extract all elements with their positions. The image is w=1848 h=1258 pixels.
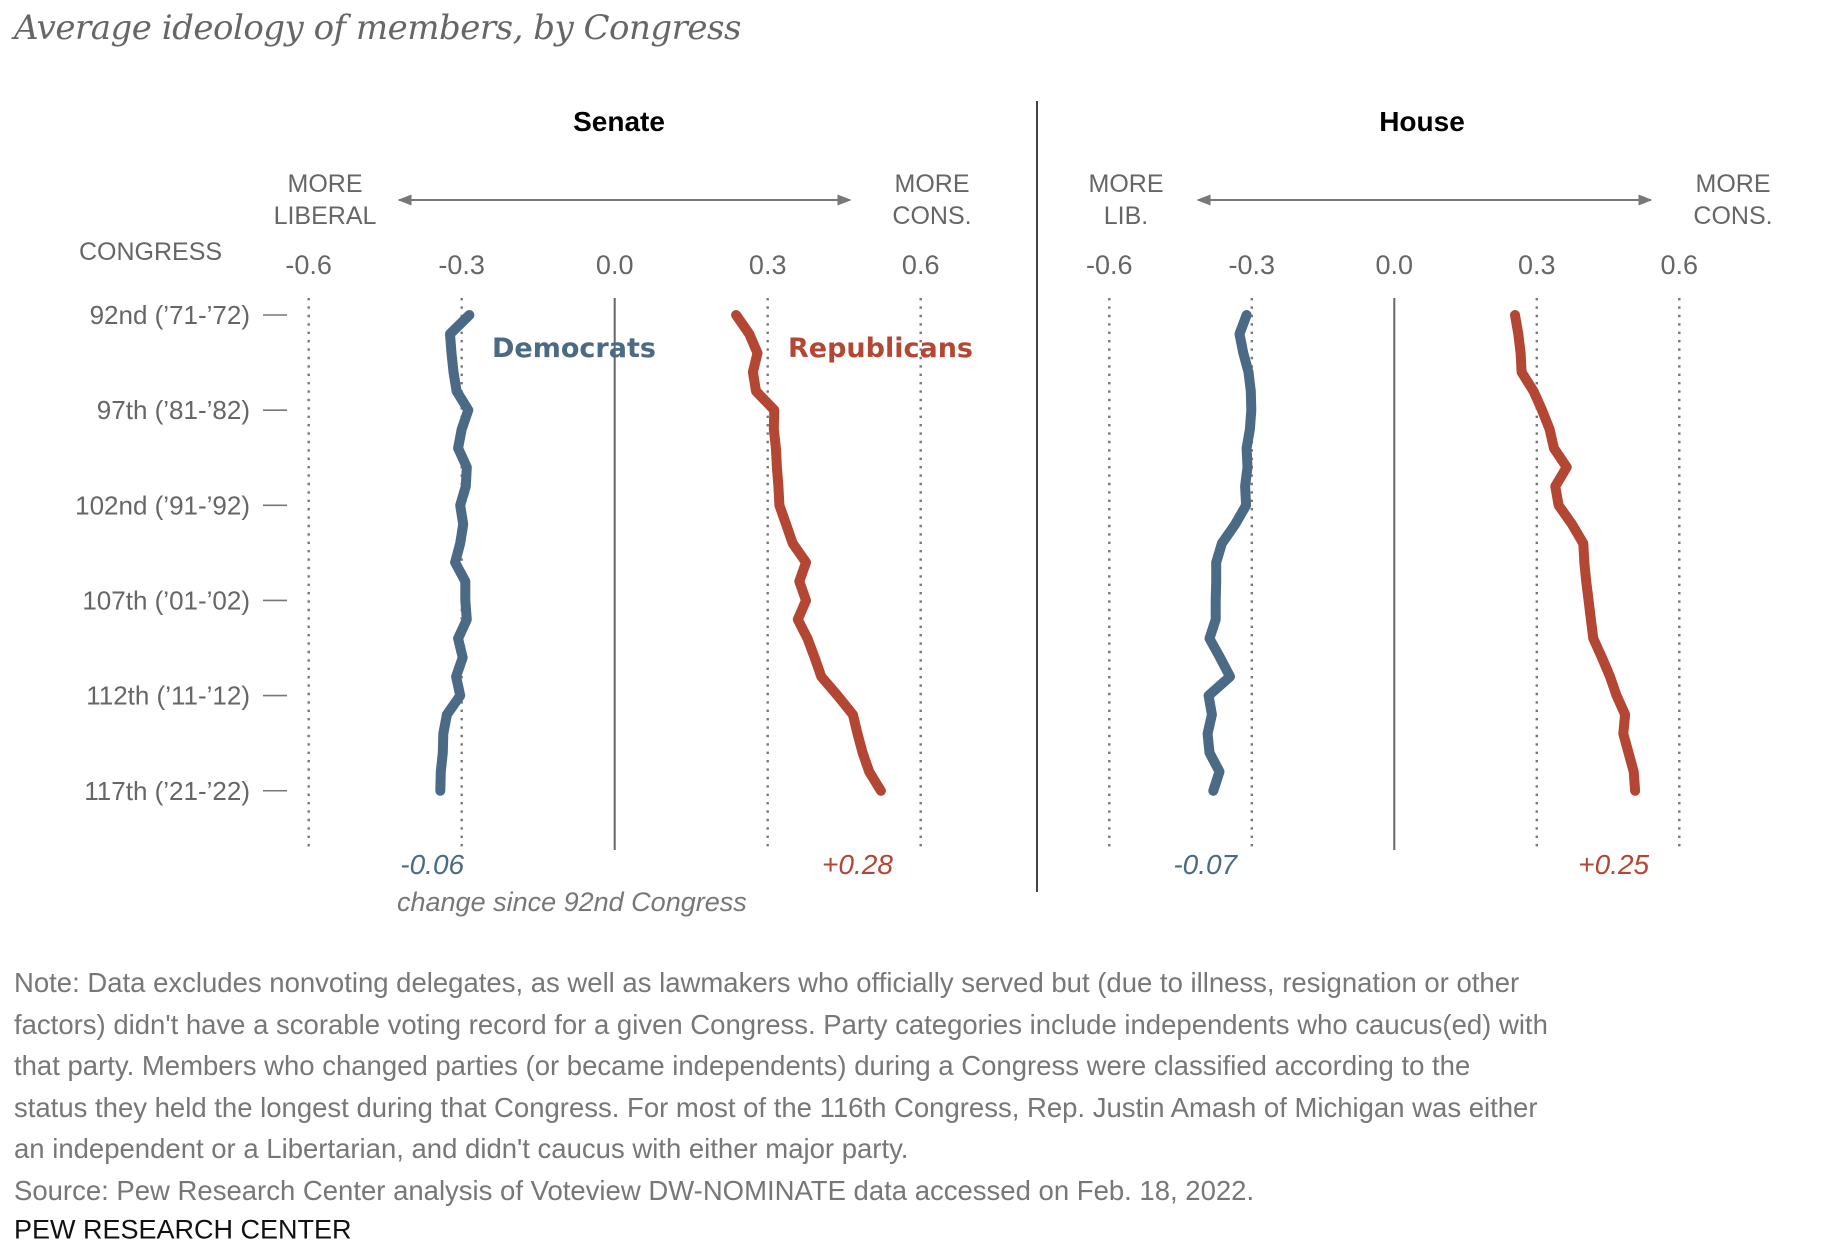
congress-tick-label: 112th (’11-’12): [86, 681, 250, 711]
dir-line: LIB.: [1103, 202, 1149, 230]
change-caption: change since 92nd Congress: [397, 887, 747, 917]
senate-x-tick-label: 0.0: [596, 250, 634, 280]
note-line: Note: Data excludes nonvoting delegates,…: [14, 967, 1520, 998]
note-text: Note: Data excludes nonvoting delegates,…: [14, 962, 1844, 1212]
senate-x-tick-label: 0.3: [749, 250, 787, 280]
note-line: factors) didn't have a scorable voting r…: [14, 1008, 1548, 1040]
series-label-republicans: Republicans: [788, 333, 973, 364]
dir-line: MORE: [1695, 170, 1771, 198]
source-line: Source: Pew Research Center analysis of …: [14, 1174, 1255, 1206]
congress-tick-label: 97th (’81-’82): [97, 395, 250, 425]
house-x-tick-label: 0.6: [1661, 250, 1699, 280]
congress-tick-label: 117th (’21-’22): [84, 776, 250, 806]
dir-line: MORE: [894, 170, 970, 198]
senate-democrats-line: [435, 310, 475, 796]
senate-democrats-change-label: -0.06: [400, 849, 464, 880]
senate-republicans-line: [731, 310, 886, 796]
congress-tick-label: 102nd (’91-’92): [75, 490, 250, 520]
house-more-cons-label: MORE CONS.: [1693, 168, 1772, 232]
note-line: status they held the longest during that…: [14, 1091, 1538, 1123]
house-more-lib-label: MORE LIB.: [1089, 168, 1164, 232]
ideology-chart: 92nd (’71-’72) 97th (’81-’82) 102nd (’91-’…: [75, 101, 1699, 917]
senate-panel-title: Senate: [573, 106, 665, 137]
house-x-tick-label: -0.3: [1229, 250, 1276, 280]
congress-axis-label: CONGRESS: [79, 238, 223, 266]
senate-more-cons-label: MORE CONS.: [892, 168, 971, 232]
house-republicans-change-label: +0.25: [1578, 849, 1649, 880]
congress-tick-label: 107th (’01-’02): [82, 585, 250, 615]
senate-republicans-change-label: +0.28: [822, 849, 893, 880]
dir-line: LIBERAL: [273, 202, 377, 230]
dir-line: CONS.: [1693, 202, 1773, 230]
chart-title: Average ideology of members, by Congress: [14, 8, 741, 48]
house-panel-title: House: [1379, 106, 1465, 137]
senate-x-tick-label: -0.3: [438, 250, 485, 280]
house-x-tick-label: 0.3: [1518, 250, 1556, 280]
house-x-tick-label: -0.6: [1086, 250, 1133, 280]
senate-x-tick-label: -0.6: [285, 250, 332, 280]
house-x-tick-label: 0.0: [1376, 250, 1414, 280]
note-line: an independent or a Libertarian, and did…: [14, 1133, 909, 1165]
house-democrats-line: [1202, 310, 1257, 796]
congress-tick-label: 92nd (’71-’72): [90, 300, 250, 330]
dir-line: CONS.: [892, 202, 972, 230]
house-democrats-change-label: -0.07: [1173, 849, 1238, 880]
senate-x-tick-label: 0.6: [902, 250, 940, 280]
note-line: that party. Members who changed parties …: [14, 1050, 1471, 1082]
house-republicans-line: [1510, 310, 1641, 796]
pew-footer: PEW RESEARCH CENTER: [14, 1214, 352, 1245]
series-label-democrats: Democrats: [492, 333, 656, 364]
dir-line: MORE: [287, 170, 363, 198]
senate-more-liberal-label: MORE LIBERAL: [274, 168, 377, 232]
dir-line: MORE: [1088, 170, 1164, 198]
